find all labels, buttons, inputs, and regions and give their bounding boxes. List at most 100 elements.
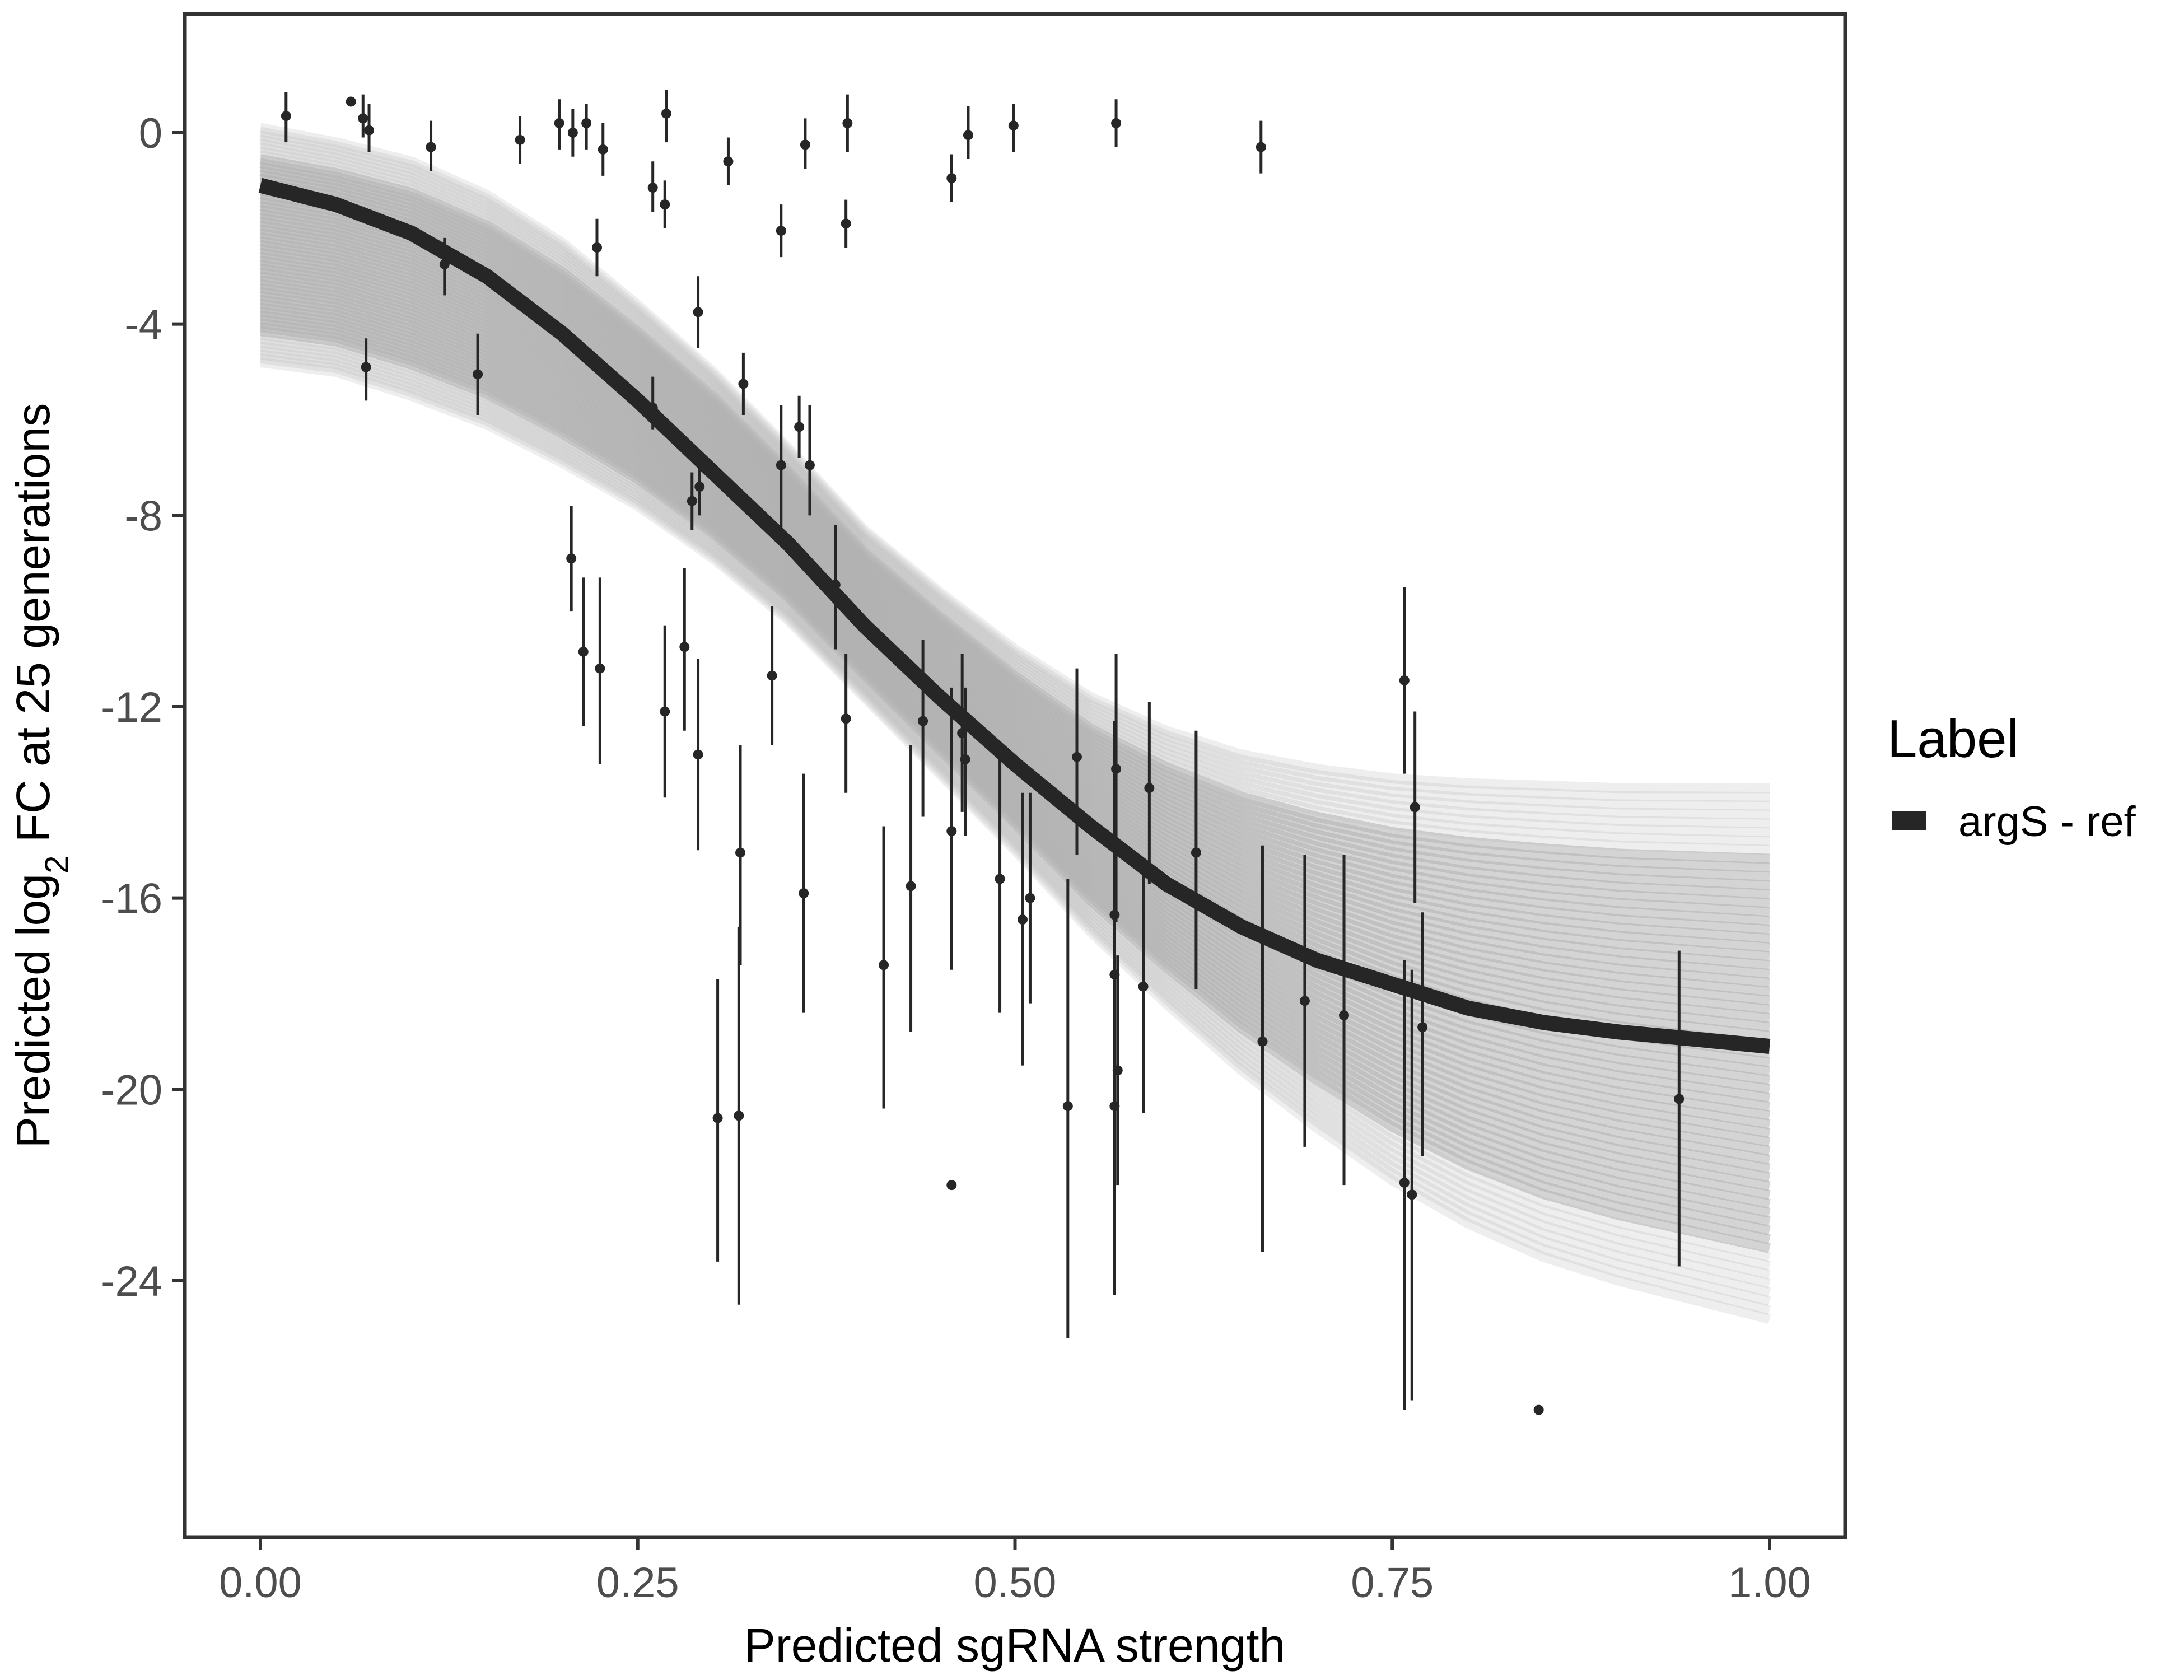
- data-point: [1138, 981, 1149, 992]
- data-point: [1257, 1036, 1268, 1047]
- x-tick-label: 0.00: [219, 1559, 302, 1607]
- data-point: [794, 422, 805, 432]
- data-point: [1256, 142, 1266, 152]
- data-point: [734, 1110, 744, 1121]
- data-point: [426, 142, 436, 152]
- ribbon-strand: [259, 353, 1771, 1315]
- data-point: [1071, 752, 1082, 762]
- fit-curve-argS-ref: [258, 178, 1771, 1054]
- data-point: [1144, 783, 1155, 794]
- data-point: [687, 496, 697, 506]
- data-point: [554, 118, 564, 128]
- y-axis-title: Predicted log2 FC at 25 generations: [7, 403, 75, 1148]
- x-tick-label: 0.75: [1351, 1559, 1434, 1607]
- data-point: [963, 130, 973, 141]
- data-point: [776, 226, 786, 236]
- data-point: [647, 183, 658, 193]
- ribbon-strand: [259, 326, 1771, 1253]
- data-point: [364, 125, 375, 136]
- ribbon-strand: [259, 127, 1770, 802]
- data-point: [1008, 120, 1019, 131]
- data-point: [693, 307, 703, 318]
- data-point: [841, 713, 851, 724]
- data-point: [1111, 118, 1122, 128]
- data-point: [693, 749, 703, 760]
- data-point: [804, 460, 815, 470]
- data-point: [960, 754, 970, 764]
- data-point: [1533, 1404, 1544, 1415]
- y-tick-label: -4: [124, 301, 162, 349]
- data-point: [1299, 996, 1310, 1006]
- data-point: [660, 199, 670, 210]
- y-tick-label: -8: [124, 492, 162, 540]
- data-point: [1062, 1101, 1073, 1112]
- legend: Label argS - ref: [1887, 709, 2136, 846]
- ribbon-strand: [259, 142, 1770, 838]
- y-axis-title-suffix: FC at 25 generations: [7, 403, 59, 856]
- data-point: [1399, 1177, 1410, 1188]
- data-point: [566, 553, 577, 564]
- x-axis-title: Predicted sgRNA strength: [744, 1619, 1286, 1672]
- data-point: [735, 847, 746, 858]
- data-point: [776, 460, 786, 470]
- y-axis-title-subscript: 2: [39, 856, 75, 874]
- y-tick-label: -24: [101, 1258, 162, 1305]
- data-point: [1017, 914, 1028, 925]
- data-point: [723, 156, 734, 167]
- data-point: [842, 118, 853, 128]
- data-point: [281, 111, 291, 122]
- ribbon-strand: [259, 338, 1771, 1280]
- data-point: [1339, 1010, 1350, 1020]
- data-point: [515, 134, 525, 145]
- data-point: [591, 242, 602, 253]
- data-point: [1674, 1094, 1684, 1104]
- data-point: [1410, 802, 1420, 813]
- data-point: [578, 646, 589, 657]
- data-point: [1407, 1189, 1417, 1200]
- x-tick-label: 1.00: [1728, 1559, 1811, 1607]
- data-point: [694, 482, 705, 492]
- y-tick-label: -20: [101, 1066, 162, 1114]
- data-point: [767, 670, 777, 681]
- ribbon-strand: [259, 134, 1770, 820]
- x-tick-label: 0.50: [974, 1559, 1057, 1607]
- data-point: [946, 1180, 957, 1191]
- y-axis-ticks: 0 -4 -8 -12 -16 -20 -24: [101, 110, 183, 1305]
- data-point: [841, 218, 851, 229]
- data-point: [1399, 675, 1410, 686]
- y-tick-label: -16: [101, 875, 162, 923]
- data-point: [1112, 1065, 1123, 1076]
- ribbon-strand: [259, 146, 1770, 846]
- data-point: [946, 173, 957, 184]
- ribbon-strand: [259, 346, 1771, 1298]
- ribbon-strand: [259, 349, 1771, 1306]
- data-point: [1191, 847, 1201, 858]
- data-point: [1109, 969, 1120, 980]
- x-axis-ticks: 0.00 0.25 0.50 0.75 1.00: [219, 1539, 1811, 1607]
- data-point: [1109, 909, 1120, 920]
- data-point: [473, 369, 483, 380]
- ribbon-strand: [259, 123, 1770, 794]
- data-point: [598, 144, 608, 155]
- data-point: [879, 960, 889, 970]
- data-point: [946, 826, 957, 837]
- data-point: [595, 663, 605, 674]
- x-tick-label: 0.25: [596, 1559, 679, 1607]
- data-points: [281, 96, 1684, 1415]
- data-point: [358, 113, 368, 124]
- data-point: [995, 874, 1005, 884]
- plot-panel-border: [183, 12, 1847, 1539]
- data-point: [346, 96, 356, 107]
- data-point: [957, 727, 968, 738]
- data-point: [738, 379, 749, 389]
- ribbon-strand: [259, 342, 1771, 1289]
- data-point: [567, 128, 578, 138]
- ribbon-strand: [259, 334, 1771, 1271]
- ribbon-strand: [259, 130, 1770, 811]
- legend-key-argS-ref: [1892, 811, 1926, 830]
- data-point: [660, 706, 670, 717]
- legend-title: Label: [1887, 709, 2019, 769]
- data-point: [1025, 893, 1035, 903]
- data-point: [1417, 1022, 1428, 1033]
